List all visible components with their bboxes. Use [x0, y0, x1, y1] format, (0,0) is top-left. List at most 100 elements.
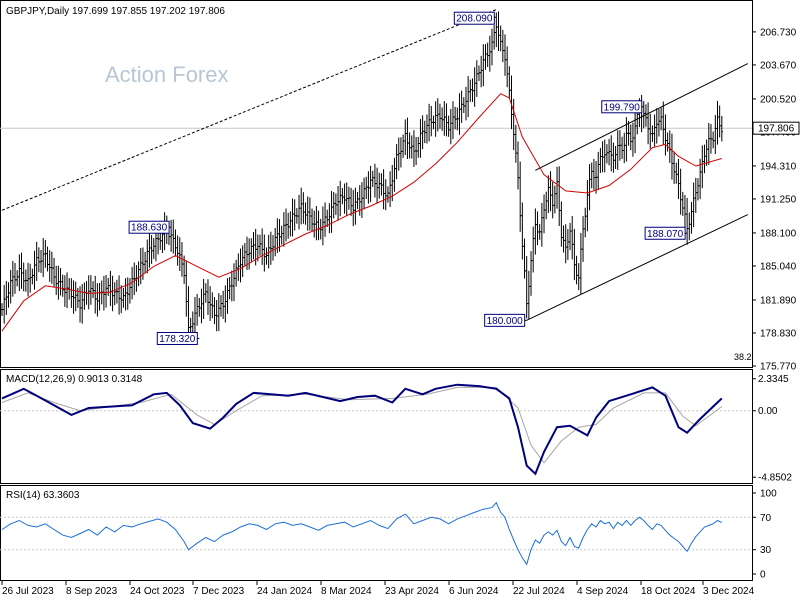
price-axis-label: 181.890 [760, 295, 797, 306]
price-bar [215, 300, 218, 332]
price-bar [577, 263, 580, 291]
price-bar [63, 275, 67, 307]
price-bar [675, 162, 678, 184]
price-bar [703, 144, 706, 174]
price-bar [575, 255, 578, 285]
price-bar [260, 228, 264, 265]
price-bar [213, 297, 216, 325]
macd-line [1, 383, 723, 476]
price-annotation: 178.320 [156, 331, 200, 345]
price-bar [677, 158, 680, 200]
price-bar [508, 66, 511, 98]
price-annotation: 188.070 [644, 226, 688, 240]
rsi-line [1, 501, 723, 566]
price-bar [152, 238, 155, 259]
price-bar [451, 101, 455, 140]
price-bar [657, 109, 661, 137]
price-bar [169, 219, 173, 252]
price-bar [432, 115, 435, 130]
price-bar [102, 275, 106, 311]
price-bar [447, 115, 450, 137]
price-bar [332, 192, 335, 219]
price-bar [234, 259, 238, 287]
price-bar [284, 208, 288, 242]
price-bar [573, 228, 576, 281]
price-bar [18, 254, 21, 292]
price-bar [219, 295, 223, 317]
price-bar [571, 216, 574, 260]
price-bar [521, 202, 524, 260]
price-bar [610, 135, 613, 172]
price-bar [395, 144, 398, 180]
annotation-label: 208.090 [456, 14, 493, 25]
price-bar [289, 211, 292, 237]
price-bar [349, 187, 353, 216]
price-bar [547, 175, 550, 213]
price-bar [397, 137, 400, 171]
price-bar [562, 225, 565, 253]
fib-level-label: 38.2 [734, 352, 752, 362]
price-bar [653, 114, 656, 147]
price-bar [538, 223, 541, 240]
price-bar [594, 161, 598, 194]
rsi-axis-label: 70 [760, 513, 772, 524]
price-bar [315, 206, 318, 241]
price-bar [425, 114, 429, 144]
x-axis-label: 8 Mar 2024 [321, 586, 372, 597]
rsi-header: RSI(14) 63.3603 [6, 490, 80, 501]
price-bar [250, 238, 253, 262]
price-bar [544, 191, 548, 220]
price-bar [139, 248, 142, 285]
price-bar [310, 208, 314, 232]
price-bar [83, 282, 86, 310]
price-bar [44, 239, 47, 268]
price-bar [113, 282, 116, 306]
price-bar [456, 107, 459, 131]
price-bar [707, 123, 711, 165]
x-axis-label: 6 Jun 2024 [449, 586, 499, 597]
annotation-label: 178.320 [159, 334, 196, 345]
trendline-0 [1, 9, 497, 211]
price-bar [490, 28, 494, 66]
annotation-label: 199.790 [604, 102, 641, 113]
price-bar [319, 218, 322, 240]
price-bar [109, 270, 112, 307]
price-bar [263, 234, 266, 272]
price-bar [265, 247, 268, 265]
price-bar [399, 137, 403, 168]
price-bar [148, 231, 151, 268]
price-bar [252, 232, 255, 260]
price-bar [24, 269, 28, 292]
price-bar [412, 130, 416, 167]
price-bar [393, 157, 396, 192]
price-bar [68, 278, 71, 300]
moving-average-line [1, 93, 722, 332]
price-bar [668, 130, 671, 163]
price-bar [564, 224, 567, 264]
price-bar [664, 114, 667, 156]
price-bar [531, 226, 535, 273]
price-bar [440, 107, 444, 131]
price-bar [39, 249, 43, 273]
price-bar [714, 115, 717, 155]
price-bar [308, 197, 312, 231]
price-bar [443, 101, 446, 136]
price-bar [549, 171, 552, 212]
price-axis-label: 203.670 [760, 60, 797, 71]
price-bar [202, 278, 205, 320]
price-bar [104, 274, 108, 308]
price-bar [126, 277, 129, 310]
price-bar [516, 141, 520, 190]
price-bar [616, 130, 619, 170]
price-bar [692, 182, 695, 228]
price-bar [313, 210, 316, 238]
price-bar [672, 151, 676, 184]
price-bar [243, 242, 247, 267]
price-bar [540, 202, 544, 247]
price-bar [204, 283, 208, 303]
price-bar [206, 279, 210, 315]
price-bar [362, 177, 366, 210]
price-bar [718, 105, 721, 138]
price-bar [211, 292, 214, 319]
price-bar [22, 262, 25, 292]
